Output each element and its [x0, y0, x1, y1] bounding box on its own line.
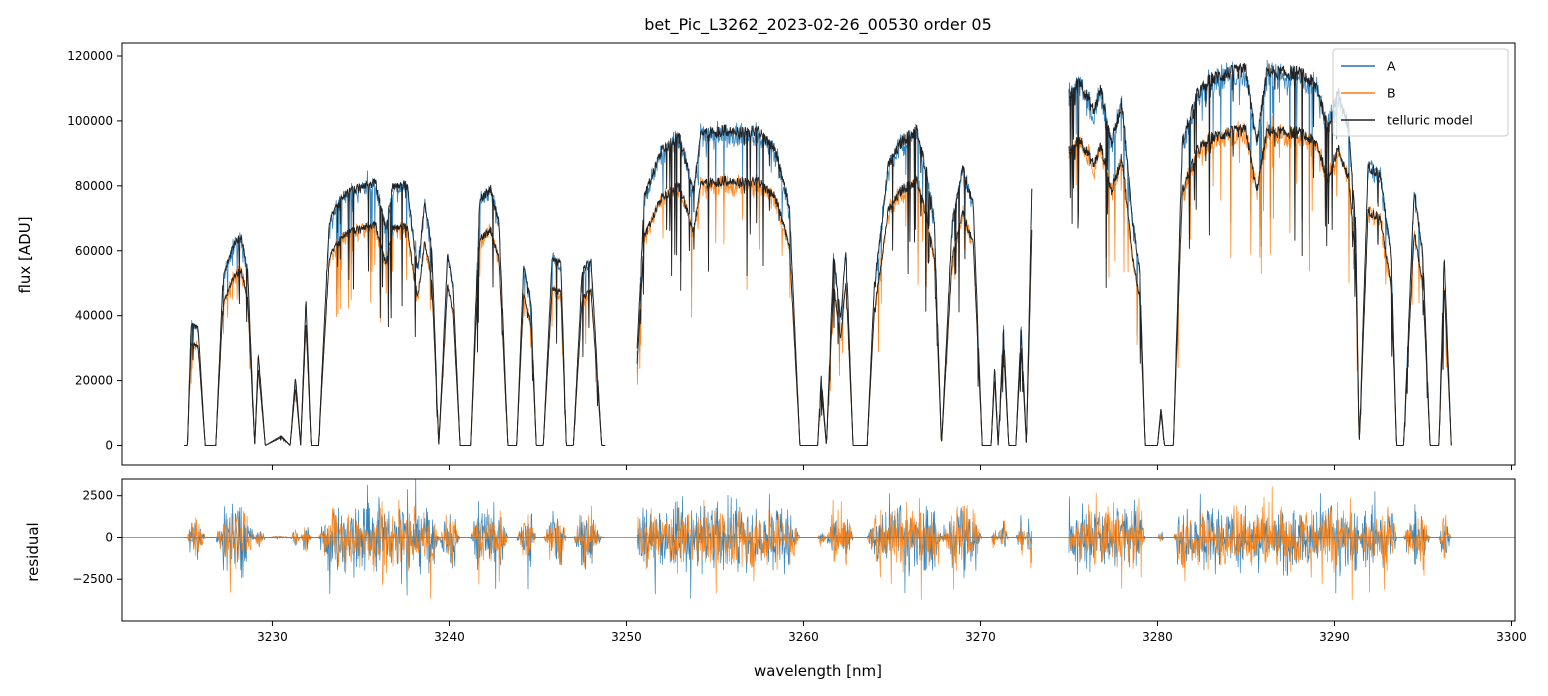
- x-axis-label: wavelength [nm]: [754, 662, 882, 680]
- flux-series-group: [184, 59, 1452, 447]
- legend-label-0: A: [1387, 59, 1396, 74]
- x-tick-label: 3240: [434, 630, 465, 644]
- residual-axes-frame: [121, 478, 1516, 622]
- y-tick-label: 0: [105, 439, 113, 453]
- legend-label-2: telluric model: [1387, 113, 1473, 128]
- flux-x-ticks: [271, 465, 1512, 470]
- y-tick-label: 60000: [75, 244, 113, 258]
- residual-x-ticks: 3230 3240 3250 3260 3270 3280 3290 3300: [257, 621, 1527, 644]
- x-tick-label: 3290: [1319, 630, 1350, 644]
- telluric-model-line-B: [184, 123, 1452, 446]
- residual-y-ticks: −2500 0 2500: [72, 489, 122, 586]
- x-tick-label: 3250: [611, 630, 642, 644]
- flux-y-axis-label: flux [ADU]: [16, 216, 34, 293]
- legend-label-1: B: [1387, 86, 1396, 101]
- residual-y-axis-label: residual: [24, 522, 42, 581]
- flux-y-ticks: 0 20000 40000 60000 80000 100000 120000: [67, 49, 122, 453]
- x-tick-label: 3300: [1496, 630, 1527, 644]
- legend-frame: [1332, 48, 1509, 137]
- y-tick-label: 120000: [67, 49, 113, 63]
- x-tick-label: 3260: [788, 630, 819, 644]
- y-tick-label: 2500: [82, 489, 113, 503]
- flux-axes-frame: [121, 42, 1516, 466]
- residual-series-group: [122, 479, 1515, 600]
- x-tick-label: 3270: [965, 630, 996, 644]
- residual-B-line: [184, 486, 1452, 600]
- y-tick-label: −2500: [72, 572, 113, 586]
- y-tick-label: 40000: [75, 309, 113, 323]
- y-tick-label: 20000: [75, 374, 113, 388]
- x-tick-label: 3230: [257, 630, 288, 644]
- x-tick-label: 3280: [1142, 630, 1173, 644]
- y-tick-label: 80000: [75, 179, 113, 193]
- flux-panel: 0 20000 40000 60000 80000 100000 120000 flux […: [16, 42, 1516, 470]
- chart-title: bet_Pic_L3262_2023-02-26_00530 order 05: [644, 15, 992, 35]
- y-tick-label: 0: [105, 530, 113, 544]
- y-tick-label: 100000: [67, 114, 113, 128]
